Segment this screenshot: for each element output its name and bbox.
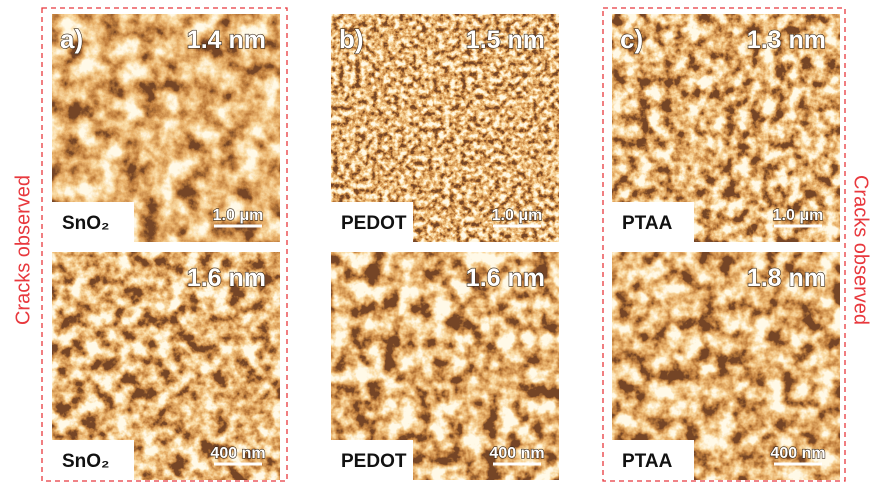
roughness: 1.8 nm <box>747 264 826 292</box>
material: PTAA <box>622 213 673 234</box>
scale-bar-label: 1.0 μm <box>773 207 824 224</box>
scale-bar-label: 1.0 μm <box>492 207 543 224</box>
figure: Cracks observed Cracks observed a) 1.4 nm… <box>0 0 876 483</box>
roughness: 1.6 nm <box>187 264 266 292</box>
roughness: 1.4 nm <box>187 26 266 54</box>
scale-bar-label: 400 nm <box>489 445 544 462</box>
roughness: 1.5 nm <box>466 26 545 54</box>
material: PEDOT <box>341 213 407 234</box>
material: PTAA <box>622 451 673 472</box>
roughness: 1.6 nm <box>466 264 545 292</box>
material: SnO₂ <box>62 451 110 472</box>
scale-bar-label: 400 nm <box>210 445 265 462</box>
material: PEDOT <box>341 451 407 472</box>
side-label: Cracks observed <box>850 175 872 325</box>
side-label: Cracks observed <box>12 175 34 325</box>
panel-label: c) <box>620 24 643 54</box>
panel-label: a) <box>60 24 83 54</box>
scale-bar-label: 1.0 μm <box>213 207 264 224</box>
panel-label: b) <box>339 24 364 54</box>
material: SnO₂ <box>62 213 110 234</box>
scale-bar-label: 400 nm <box>770 445 825 462</box>
roughness: 1.3 nm <box>747 26 826 54</box>
